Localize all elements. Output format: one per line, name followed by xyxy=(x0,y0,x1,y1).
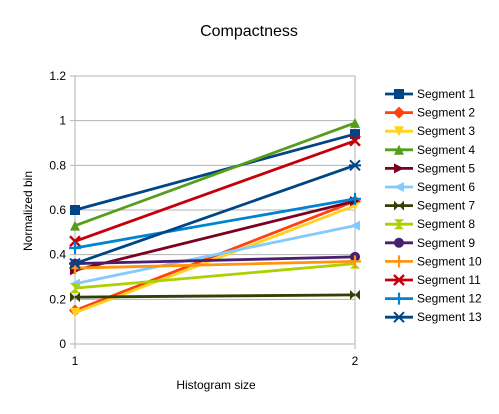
legend-item: Segment 11 xyxy=(385,273,481,287)
legend-item: Segment 4 xyxy=(385,143,475,157)
y-tick-label: 0 xyxy=(59,337,66,351)
data-point xyxy=(394,182,404,192)
data-point xyxy=(70,205,80,215)
y-tick-label: 0.6 xyxy=(49,203,66,217)
data-point xyxy=(350,220,360,231)
y-tick-label: 0.2 xyxy=(49,292,66,306)
data-point xyxy=(394,200,404,211)
series-line xyxy=(74,132,356,212)
legend-label: Segment 12 xyxy=(417,292,482,306)
series-line xyxy=(74,121,356,227)
data-point xyxy=(70,283,80,294)
legend-label: Segment 5 xyxy=(417,161,475,175)
series-11 xyxy=(69,134,361,248)
data-point xyxy=(393,311,405,323)
y-tick-label: 0.4 xyxy=(49,248,66,262)
data-point xyxy=(394,163,404,174)
data-point xyxy=(69,257,81,270)
series-12 xyxy=(69,192,361,254)
data-point xyxy=(70,220,80,231)
data-point xyxy=(69,235,81,248)
data-point xyxy=(394,219,404,230)
series-line xyxy=(74,259,356,270)
series-line xyxy=(74,139,356,243)
series-line xyxy=(74,164,356,265)
legend-item: Segment 1 xyxy=(385,87,475,101)
data-point xyxy=(394,237,404,248)
legend-item: Segment 2 xyxy=(385,106,475,120)
data-point xyxy=(69,241,81,254)
series-10 xyxy=(69,255,361,275)
data-point xyxy=(350,289,360,300)
series-7 xyxy=(70,289,360,303)
data-point xyxy=(394,126,404,137)
data-point xyxy=(393,255,405,268)
data-point xyxy=(70,307,80,318)
chart-title: Compactness xyxy=(200,23,298,40)
x-tick-label: 1 xyxy=(72,354,79,368)
data-point xyxy=(350,117,360,128)
legend-label: Segment 9 xyxy=(417,236,475,250)
legend-label: Segment 8 xyxy=(417,217,475,231)
legend-label: Segment 1 xyxy=(417,87,475,101)
legend-item: Segment 7 xyxy=(385,199,475,213)
plot-area xyxy=(69,117,361,318)
data-point xyxy=(393,292,405,305)
y-tick-label: 0.8 xyxy=(49,158,66,172)
legend-item: Segment 9 xyxy=(385,236,475,250)
data-point xyxy=(394,144,404,155)
series-4 xyxy=(70,117,360,231)
series-13 xyxy=(69,159,361,270)
legend-label: Segment 10 xyxy=(417,254,482,268)
legend-item: Segment 3 xyxy=(385,124,475,138)
legend-item: Segment 6 xyxy=(385,180,475,194)
legend: Segment 1 Segment 2 Segment 3 Segment 4 Segm… xyxy=(385,87,482,324)
x-axis-label: Histogram size xyxy=(176,378,256,392)
legend-label: Segment 4 xyxy=(417,143,475,157)
series-line xyxy=(74,197,356,250)
series-line xyxy=(74,224,356,286)
data-point xyxy=(393,106,405,119)
y-axis-label: Normalized bin xyxy=(21,171,35,251)
data-point xyxy=(349,159,361,172)
x-tick-label: 2 xyxy=(352,354,359,368)
legend-item: Segment 13 xyxy=(385,310,482,324)
legend-label: Segment 2 xyxy=(417,106,475,120)
legend-item: Segment 10 xyxy=(385,254,482,268)
data-point xyxy=(394,89,404,99)
legend-label: Segment 6 xyxy=(417,180,475,194)
legend-label: Segment 11 xyxy=(417,273,481,287)
legend-item: Segment 5 xyxy=(385,161,475,175)
series-1 xyxy=(70,129,360,215)
data-point xyxy=(349,255,361,268)
data-point xyxy=(349,134,361,147)
data-point xyxy=(350,129,360,140)
legend-label: Segment 7 xyxy=(417,199,475,213)
data-point xyxy=(70,292,80,303)
legend-label: Segment 13 xyxy=(417,310,482,324)
series-line xyxy=(74,255,356,265)
series-line xyxy=(74,293,356,299)
axes: 0 0.2 0.4 0.6 0.8 1 1.2 1 2 xyxy=(49,69,358,368)
y-tick-label: 1 xyxy=(59,114,66,128)
legend-item: Segment 12 xyxy=(385,292,482,306)
data-point xyxy=(393,274,405,286)
legend-item: Segment 8 xyxy=(385,217,475,231)
legend-label: Segment 3 xyxy=(417,124,475,138)
y-tick-label: 1.2 xyxy=(49,69,66,83)
series-line xyxy=(74,262,356,290)
series-line xyxy=(74,199,356,272)
data-point xyxy=(349,192,361,205)
